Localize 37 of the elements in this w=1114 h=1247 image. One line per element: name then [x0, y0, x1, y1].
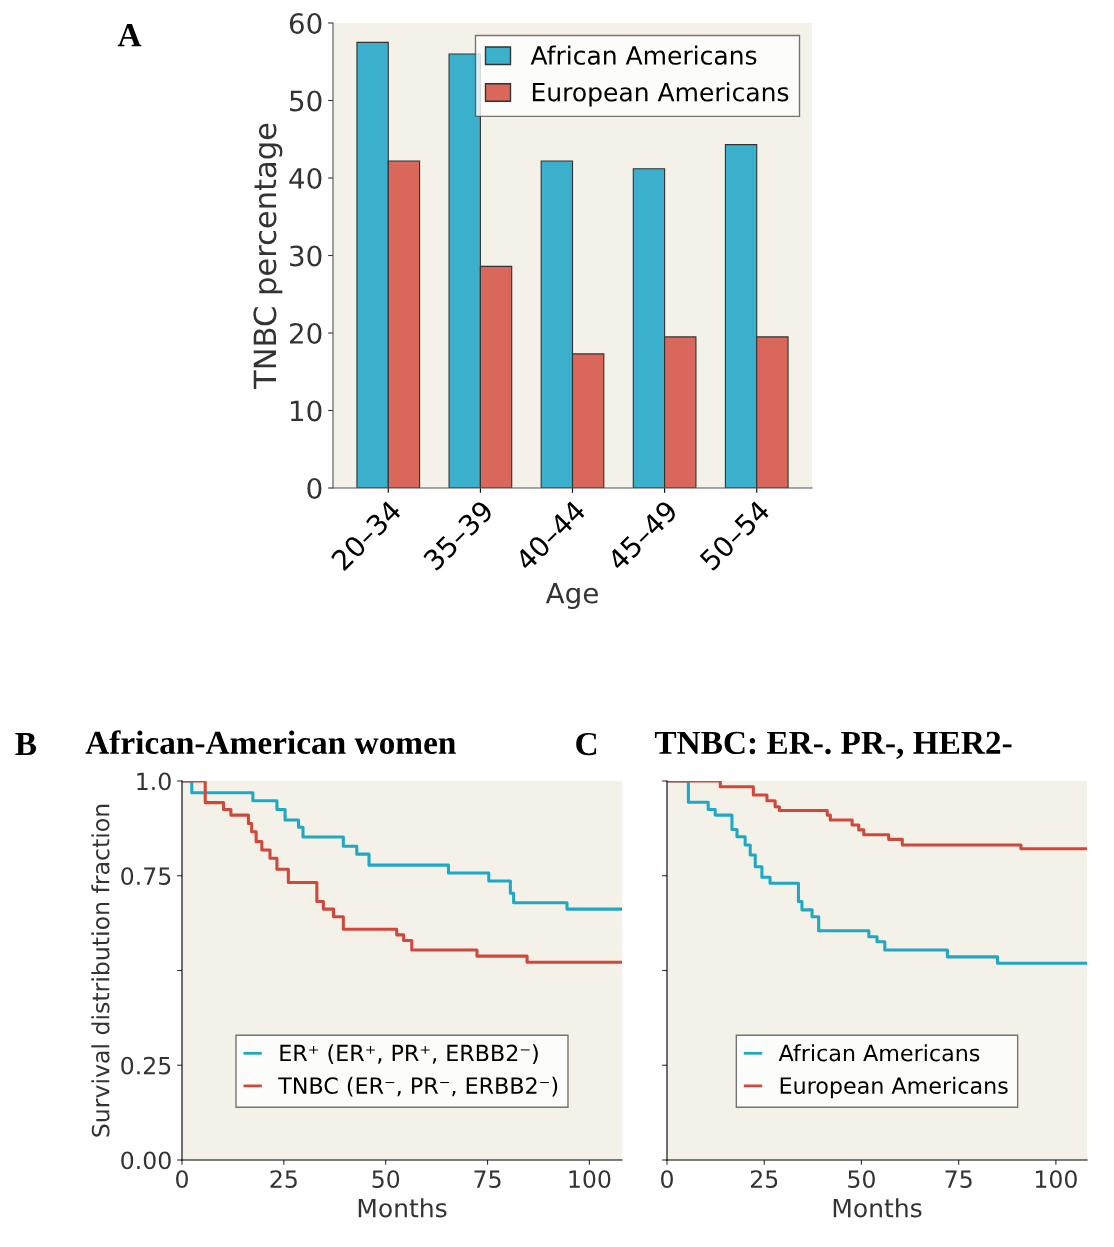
y-tick-label: 10: [290, 400, 322, 422]
x-axis-title: Months: [833, 1198, 922, 1218]
chart-title: TNBC: ER-. PR-, HER2-: [654, 731, 1012, 759]
x-tick-label: 50: [848, 1170, 875, 1188]
legend-label: TNBC (ER⁻, PR⁻, ERBB2⁻): [278, 1076, 558, 1097]
x-axis-title: Age: [545, 582, 598, 609]
y-tick-label: 20: [289, 322, 322, 344]
x-tick-label: 100: [569, 1170, 611, 1188]
y-tick-label: 0: [307, 477, 322, 499]
y-axis-title: TNBC percentage: [253, 123, 283, 390]
x-axis-title: Months: [358, 1198, 447, 1218]
x-tick-label: 0: [176, 1170, 188, 1188]
chart-title: African-American women: [85, 730, 456, 755]
x-tick-label: 75: [474, 1170, 501, 1188]
legend-label: ER⁺ (ER⁺, PR⁺, ERBB2⁻): [280, 1044, 538, 1064]
x-tick-label: 50: [372, 1170, 400, 1188]
legend-label: African Americans: [778, 1044, 980, 1062]
y-axis-title: Survival distribution fraction: [91, 804, 110, 1137]
y-tick-label: 0.00: [121, 1151, 171, 1170]
legend-label: African Americans: [530, 45, 757, 65]
text: A: [117, 24, 142, 47]
text: B: [15, 733, 37, 756]
x-tick-label: 75: [945, 1170, 972, 1188]
text: C: [576, 732, 597, 756]
y-tick-label: 0.75: [121, 867, 171, 886]
y-tick-label: 50: [290, 90, 322, 112]
y-tick-label: 30: [290, 245, 322, 267]
legend-label: European Americans: [532, 82, 789, 107]
x-tick-label: 25: [270, 1170, 297, 1188]
x-tick-label: 0: [661, 1170, 673, 1188]
x-tick-label: 25: [750, 1170, 778, 1188]
y-tick-label: 0.25: [121, 1056, 171, 1075]
y-tick-label: 60: [289, 12, 322, 34]
legend-label: European Americans: [780, 1076, 1008, 1099]
y-tick-label: 1.0: [137, 772, 171, 791]
y-tick-label: 40: [289, 167, 322, 189]
x-tick-label: 100: [1035, 1170, 1077, 1188]
